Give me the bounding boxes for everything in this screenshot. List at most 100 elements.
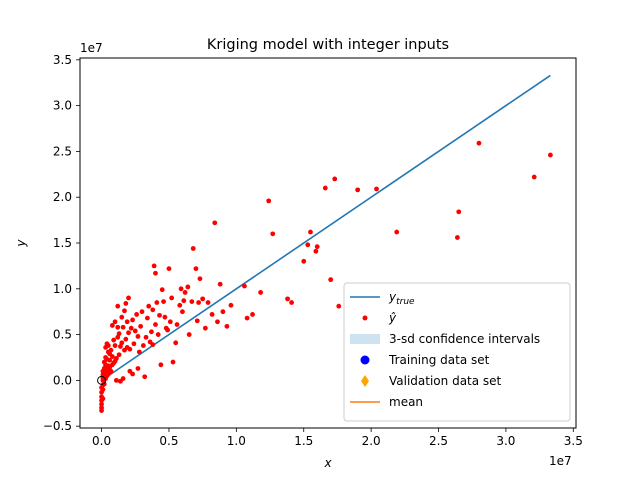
prediction-point [476, 140, 482, 146]
x-tick-label: 0.5 [159, 434, 178, 448]
prediction-point [153, 322, 158, 327]
legend-diamond-marker [361, 375, 369, 387]
prediction-point [162, 314, 168, 320]
x-tick-label: 2.5 [429, 434, 448, 448]
prediction-point [116, 352, 122, 358]
prediction-point [177, 302, 183, 308]
legend: ytrue ŷ 3-sd confidence intervals Training … [343, 282, 571, 422]
y-tick-label: 2.0 [53, 190, 72, 204]
prediction-point [132, 328, 138, 334]
prediction-point [301, 258, 307, 264]
x-tick-label: 3.0 [496, 434, 515, 448]
prediction-point [101, 369, 107, 375]
prediction-point [190, 246, 196, 251]
legend-label: ytrue [388, 290, 415, 307]
prediction-point [454, 235, 460, 240]
prediction-point [143, 334, 149, 340]
prediction-point [159, 287, 165, 293]
prediction-point [158, 362, 164, 368]
prediction-point [182, 290, 188, 295]
prediction-point [120, 376, 126, 381]
prediction-point [209, 312, 215, 317]
prediction-point [178, 286, 184, 292]
prediction-point [285, 296, 290, 302]
prediction-point [107, 357, 113, 363]
chart-title: Kriging model with integer inputs [207, 37, 449, 53]
x-tick-label: 1.0 [227, 434, 246, 448]
prediction-point [151, 263, 157, 269]
prediction-point [103, 362, 109, 368]
prediction-point [126, 330, 131, 336]
prediction-point [155, 332, 161, 337]
prediction-point [244, 315, 250, 321]
prediction-point [185, 284, 191, 290]
legend-label-text: 3-sd confidence intervals [389, 332, 540, 346]
legend-label: Training data set [388, 353, 490, 367]
prediction-point [120, 324, 126, 330]
y-tick-label: 3.0 [53, 99, 72, 113]
prediction-point [101, 381, 107, 387]
prediction-point [126, 295, 131, 301]
prediction-point [242, 283, 247, 289]
prediction-point [150, 342, 156, 348]
prediction-point [115, 303, 121, 309]
prediction-point [332, 176, 338, 182]
prediction-point [134, 312, 140, 317]
prediction-point [200, 296, 206, 302]
prediction-point [146, 303, 152, 309]
legend-patch-marker [350, 334, 380, 344]
y-tick-label: 1.5 [53, 236, 72, 250]
legend-label-text: mean [389, 395, 423, 409]
x-offset-label: 1e7 [549, 454, 572, 468]
prediction-point [215, 319, 220, 325]
legend-dot-marker [362, 315, 368, 321]
y-axis-label: y [14, 239, 28, 248]
prediction-point [194, 318, 200, 324]
prediction-point [118, 344, 123, 349]
legend-label: 3-sd confidence intervals [389, 332, 540, 346]
prediction-point [122, 308, 127, 314]
prediction-point [181, 298, 187, 304]
prediction-point [250, 312, 255, 317]
prediction-point [547, 152, 553, 158]
prediction-point [322, 185, 328, 191]
prediction-point [119, 340, 125, 346]
legend-circle-marker [360, 355, 370, 365]
prediction-point [105, 343, 111, 348]
prediction-point [217, 281, 223, 287]
prediction-point [128, 325, 134, 331]
prediction-point [108, 368, 114, 374]
prediction-point [167, 319, 173, 325]
prediction-point [355, 187, 361, 193]
legend-label: Validation data set [389, 374, 502, 388]
prediction-point [112, 319, 118, 325]
prediction-point [111, 337, 117, 343]
prediction-point [99, 405, 104, 411]
prediction-point [119, 314, 125, 320]
prediction-point [138, 323, 144, 329]
prediction-point [196, 300, 202, 305]
prediction-point [228, 302, 234, 308]
legend-label: mean [389, 395, 423, 409]
y-offset-label: 1e7 [80, 41, 103, 55]
y-tick-label: 0.0 [53, 373, 72, 387]
training-point [97, 375, 107, 385]
y-tick-label: 2.5 [53, 144, 72, 158]
prediction-point [115, 324, 121, 330]
prediction-point [113, 377, 119, 383]
prediction-point [220, 309, 226, 315]
prediction-point [116, 331, 122, 337]
prediction-point [531, 174, 537, 180]
x-tick-label: 2.0 [362, 434, 381, 448]
legend-label-text: ŷ [388, 311, 397, 325]
prediction-point [124, 345, 130, 350]
prediction-point [153, 270, 158, 276]
prediction-point [266, 198, 272, 204]
prediction-point [166, 266, 172, 272]
prediction-point [112, 343, 118, 348]
prediction-point [202, 325, 208, 331]
prediction-point [186, 332, 192, 337]
legend-frame [343, 282, 571, 422]
prediction-point [161, 299, 166, 305]
prediction-point [99, 401, 104, 407]
